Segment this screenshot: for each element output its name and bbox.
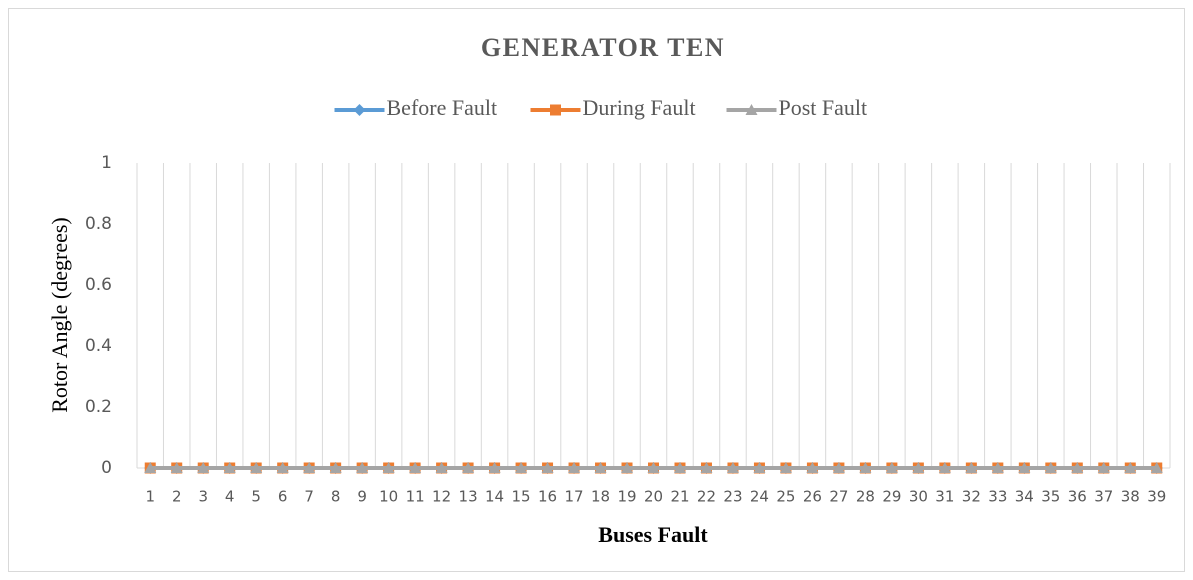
marker	[885, 462, 898, 473]
marker	[1018, 462, 1031, 473]
x-tick-label: 22	[697, 488, 716, 506]
x-tick-label: 20	[644, 488, 663, 506]
chart-title: GENERATOR TEN	[481, 33, 725, 62]
marker	[859, 462, 872, 473]
marker	[144, 462, 157, 473]
x-tick-label: 7	[304, 488, 314, 506]
marker	[621, 462, 634, 473]
legend-label: Before Fault	[387, 95, 498, 120]
x-tick-label: 35	[1041, 488, 1060, 506]
x-tick-label: 5	[251, 488, 261, 506]
marker	[435, 462, 448, 473]
x-tick-label: 30	[909, 488, 928, 506]
marker	[353, 104, 366, 116]
marker	[1071, 462, 1084, 473]
marker	[991, 462, 1004, 473]
x-tick-label: 17	[564, 488, 583, 506]
marker	[753, 462, 766, 473]
y-axis-title: Rotor Angle (degrees)	[47, 217, 72, 413]
y-tick-label: 1	[101, 153, 112, 173]
x-tick-label: 13	[459, 488, 478, 506]
chart-frame	[8, 8, 1185, 572]
marker	[965, 462, 978, 473]
marker	[779, 462, 792, 473]
y-tick-label: 0.8	[85, 214, 112, 234]
marker	[356, 462, 369, 473]
x-tick-label: 12	[432, 488, 451, 506]
marker	[515, 462, 528, 473]
x-tick-label: 28	[856, 488, 875, 506]
x-tick-label: 39	[1147, 488, 1166, 506]
x-tick-label: 19	[617, 488, 636, 506]
marker	[594, 462, 607, 473]
marker	[409, 462, 422, 473]
x-tick-label: 25	[776, 488, 795, 506]
marker	[700, 462, 713, 473]
legend-label: During Fault	[583, 95, 696, 120]
marker	[745, 104, 758, 115]
y-tick-label: 0.6	[85, 275, 112, 295]
marker	[1124, 462, 1137, 473]
x-axis-title: Buses Fault	[598, 522, 708, 547]
marker	[673, 462, 686, 473]
y-tick-label: 0	[101, 458, 112, 478]
x-tick-label: 36	[1068, 488, 1087, 506]
x-tick-label: 1	[145, 488, 155, 506]
marker	[488, 462, 501, 473]
marker	[1097, 462, 1110, 473]
marker	[806, 462, 819, 473]
marker	[550, 104, 561, 116]
x-tick-label: 33	[988, 488, 1007, 506]
x-tick-label: 6	[278, 488, 288, 506]
x-tick-label: 24	[750, 488, 769, 506]
x-tick-label: 38	[1121, 488, 1140, 506]
x-tick-label: 11	[406, 488, 425, 506]
y-tick-label: 0.2	[85, 397, 112, 417]
marker	[647, 462, 660, 473]
marker	[250, 462, 263, 473]
x-tick-label: 29	[882, 488, 901, 506]
x-tick-label: 26	[803, 488, 822, 506]
marker	[462, 462, 475, 473]
marker	[912, 462, 925, 473]
x-tick-label: 8	[331, 488, 341, 506]
x-tick-label: 34	[1015, 488, 1034, 506]
x-tick-label: 9	[357, 488, 367, 506]
x-tick-label: 16	[538, 488, 557, 506]
marker	[726, 462, 739, 473]
marker	[1150, 462, 1163, 473]
x-tick-label: 14	[485, 488, 504, 506]
y-tick-label: 0.4	[85, 336, 112, 356]
marker	[223, 462, 236, 473]
marker	[329, 462, 342, 473]
x-tick-label: 32	[962, 488, 981, 506]
marker	[276, 462, 289, 473]
marker	[568, 462, 581, 473]
marker	[303, 462, 316, 473]
x-tick-label: 4	[225, 488, 235, 506]
legend-label: Post Fault	[779, 95, 868, 120]
x-tick-label: 18	[591, 488, 610, 506]
marker	[832, 462, 845, 473]
marker	[170, 462, 183, 473]
x-tick-label: 31	[935, 488, 954, 506]
x-tick-label: 2	[172, 488, 182, 506]
marker	[938, 462, 951, 473]
x-tick-label: 27	[829, 488, 848, 506]
x-tick-label: 3	[198, 488, 208, 506]
marker	[1044, 462, 1057, 473]
marker	[382, 462, 395, 473]
x-tick-label: 23	[723, 488, 742, 506]
marker	[197, 462, 210, 473]
x-tick-label: 37	[1094, 488, 1113, 506]
x-tick-label: 21	[670, 488, 689, 506]
x-tick-label: 10	[379, 488, 398, 506]
x-tick-label: 15	[512, 488, 531, 506]
marker	[541, 462, 554, 473]
